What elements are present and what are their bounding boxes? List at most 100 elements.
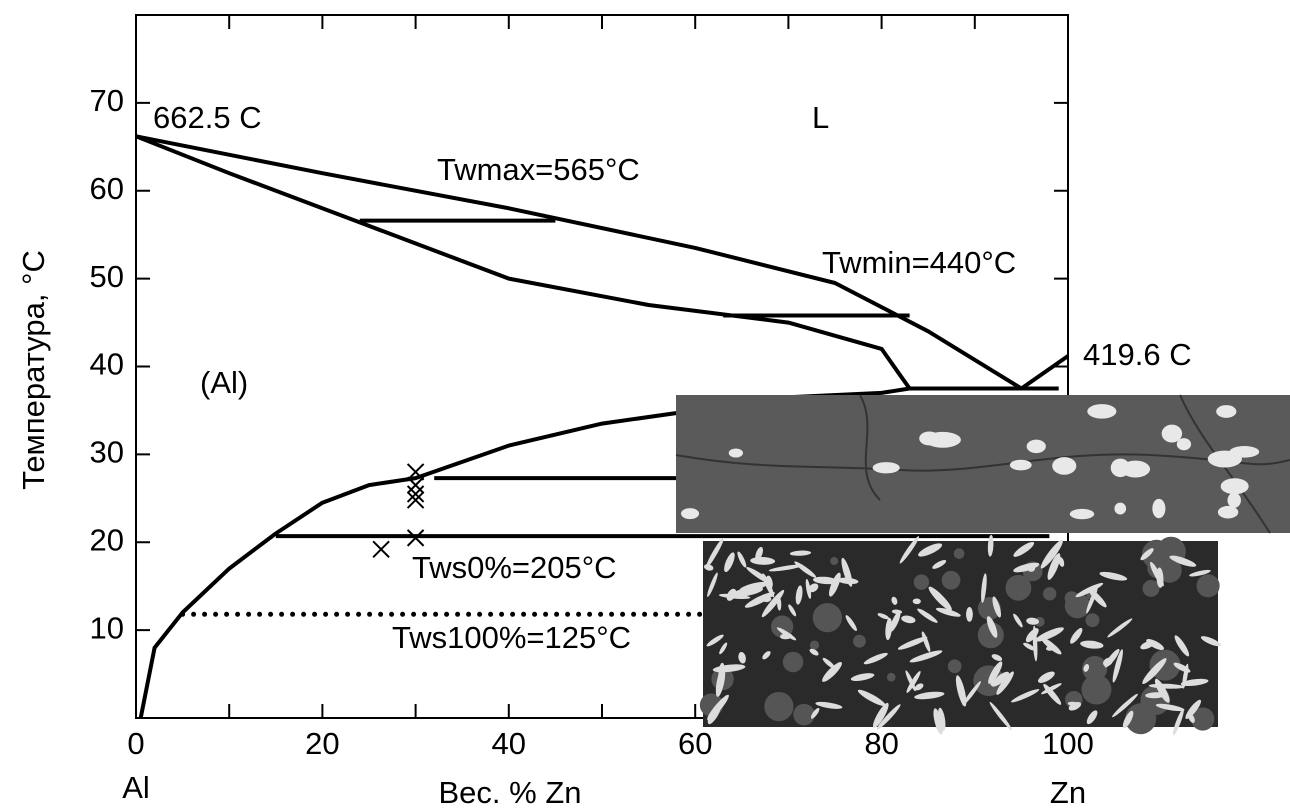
platelet [857, 689, 886, 707]
precipitate [1114, 502, 1127, 515]
y-tick-label: 20 [90, 522, 124, 557]
cross-marker [406, 529, 425, 547]
particle [953, 548, 965, 559]
platelet [1099, 571, 1128, 581]
particle [1139, 699, 1153, 713]
platelet [918, 543, 943, 557]
platelet [726, 588, 737, 601]
particle [941, 570, 961, 590]
platelet [891, 596, 898, 605]
platelet [1182, 663, 1189, 689]
particle [1141, 539, 1172, 569]
y-tick-label: 40 [90, 347, 124, 382]
platelet [712, 664, 746, 673]
platelet [992, 596, 1002, 618]
particle [1142, 579, 1160, 597]
platelet [1140, 548, 1154, 561]
precipitate [919, 431, 940, 446]
platelet [928, 586, 952, 611]
platelet [850, 673, 875, 682]
platelet [899, 536, 920, 564]
platelet [777, 596, 782, 611]
platelet [1013, 541, 1035, 557]
platelet [1046, 645, 1056, 651]
y-tick-label: 50 [90, 259, 124, 294]
precipitate [1227, 492, 1241, 508]
platelet [906, 671, 921, 693]
platelet [897, 636, 928, 650]
platelet [795, 585, 803, 605]
platelet [933, 708, 943, 735]
platelet [1200, 636, 1221, 647]
precipitate [1009, 459, 1032, 471]
precipitate [1220, 478, 1249, 495]
cross-marker [406, 485, 425, 503]
particle [812, 602, 843, 633]
particle [793, 703, 815, 726]
platelet [1102, 657, 1113, 667]
precipitate [1216, 405, 1237, 418]
platelet [996, 671, 1014, 695]
platelet [809, 648, 819, 656]
platelet [885, 617, 893, 641]
particle [764, 691, 794, 722]
x-tick-label: 20 [305, 726, 339, 761]
annotation: Tws0%=205°C [412, 550, 617, 585]
particle [913, 574, 930, 590]
platelet [1112, 693, 1138, 718]
platelet [981, 573, 987, 603]
platelet [715, 666, 726, 697]
platelet [805, 579, 812, 599]
x-tick-label: 60 [678, 726, 712, 761]
platelet [812, 576, 838, 585]
platelet [932, 560, 947, 569]
particle [1082, 655, 1108, 682]
annotation: 419.6 C [1083, 337, 1192, 372]
precipitate [1161, 424, 1183, 443]
phase-boundary [135, 134, 1023, 391]
particle [1081, 674, 1112, 705]
particle [852, 634, 866, 648]
platelet [917, 608, 938, 623]
platelet [1155, 703, 1185, 712]
platelet [1026, 617, 1040, 625]
particle [830, 557, 839, 566]
x-tick-label: 80 [864, 726, 898, 761]
platelet [901, 615, 916, 624]
phase-boundary [135, 134, 912, 390]
precipitate [1087, 404, 1117, 419]
platelet [891, 609, 903, 615]
particle [1043, 587, 1057, 601]
platelet [955, 675, 967, 707]
platelet [909, 650, 943, 663]
platelet [1189, 569, 1211, 577]
platelet [914, 691, 945, 700]
particle [947, 659, 962, 674]
platelet [1086, 710, 1098, 725]
phase-boundary [1020, 354, 1070, 391]
cross-marker [372, 540, 390, 558]
platelet [841, 557, 853, 587]
platelet [706, 634, 724, 647]
platelet [1185, 699, 1202, 720]
precipitate [1152, 498, 1166, 519]
platelet [731, 586, 764, 597]
platelet [1156, 567, 1164, 588]
platelet [876, 704, 901, 730]
annotation: 662.5 C [153, 100, 262, 135]
annotation: (Al) [200, 365, 248, 400]
precipitate [1229, 446, 1260, 458]
platelet [810, 707, 820, 719]
platelet [872, 702, 889, 728]
platelet [762, 573, 775, 598]
precipitate [1026, 439, 1046, 454]
platelet [937, 707, 946, 731]
platelet [914, 683, 924, 691]
platelet [988, 661, 1003, 684]
platelet [1112, 649, 1123, 683]
platelet [1107, 618, 1133, 638]
platelet [1148, 683, 1185, 689]
x-axis-label: Вес. % Zn [439, 775, 582, 809]
platelet [738, 651, 746, 664]
x-tick-label: 100 [1042, 726, 1094, 761]
